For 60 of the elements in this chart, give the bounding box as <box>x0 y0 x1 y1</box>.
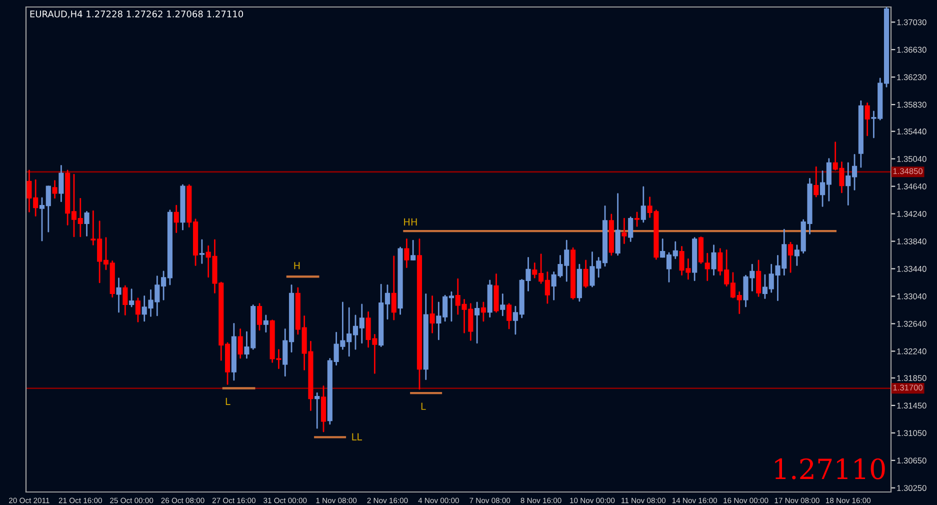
candlestick <box>199 239 204 264</box>
annotation: H <box>294 262 300 270</box>
candlestick <box>135 298 140 322</box>
candlestick <box>704 252 710 282</box>
candlestick <box>430 296 435 334</box>
y-tick-label: 1.30650 <box>897 458 926 464</box>
candlestick <box>814 166 819 198</box>
y-tick-label: 1.36230 <box>897 74 926 80</box>
y-tick-label: 1.30250 <box>897 485 926 491</box>
candlestick <box>628 216 634 242</box>
y-tick-label: 1.32240 <box>897 348 926 354</box>
candlestick <box>84 211 90 236</box>
y-tick-label: 1.35040 <box>897 156 926 162</box>
candlestick <box>263 314 268 333</box>
y-tick-label: 1.33040 <box>897 293 926 300</box>
annotation: L <box>421 402 426 410</box>
annotation: 1.27110 <box>775 458 885 480</box>
y-tick-label: 1.34240 <box>897 210 926 217</box>
candlestick <box>314 392 320 429</box>
candlestick <box>391 256 396 320</box>
candlestick <box>404 238 410 268</box>
candlestick <box>129 288 134 308</box>
ref-line-label: 1.34850 <box>893 168 923 174</box>
candlestick <box>500 293 506 316</box>
candlestick <box>711 244 716 276</box>
y-tick-label: 1.31050 <box>897 430 926 436</box>
candlestick <box>52 180 58 199</box>
candlestick <box>615 193 620 256</box>
y-tick-label: 1.36630 <box>897 46 926 53</box>
y-tick-label: 1.35830 <box>897 102 926 108</box>
y-tick-label: 1.35440 <box>897 128 926 134</box>
candlestick <box>640 186 646 223</box>
candlestick <box>506 303 512 330</box>
candlestick <box>788 242 794 273</box>
y-tick-label: 1.34640 <box>897 184 926 190</box>
y-tick-label: 1.31850 <box>897 375 926 382</box>
y-tick-label: 1.33840 <box>897 238 926 244</box>
annotation: L <box>226 398 230 405</box>
y-tick-label: 1.31450 <box>897 402 926 409</box>
candlestick <box>256 303 262 331</box>
y-tick-label: 1.33440 <box>897 266 926 272</box>
annotation: LL <box>352 433 362 440</box>
candlestick <box>122 285 128 316</box>
candlestick <box>116 278 122 313</box>
candlestick <box>480 302 486 322</box>
candlestick <box>238 328 243 359</box>
annotation: HH <box>404 218 417 226</box>
candlestick <box>634 212 640 227</box>
candlestick <box>174 204 179 234</box>
candlestick <box>410 240 416 260</box>
candlestick <box>474 302 480 344</box>
candlestick <box>583 260 588 288</box>
candlestick <box>864 102 870 136</box>
ref-line-label: 1.31700 <box>893 384 923 391</box>
candlestick <box>756 260 762 297</box>
chart-title: EURAUD,H4 1.27228 1.27262 1.27068 1.27110 <box>30 10 244 18</box>
y-tick-label: 1.32640 <box>897 320 926 327</box>
candlestick <box>58 164 64 202</box>
candlestick <box>622 218 627 244</box>
y-tick-label: 1.37030 <box>897 19 926 26</box>
